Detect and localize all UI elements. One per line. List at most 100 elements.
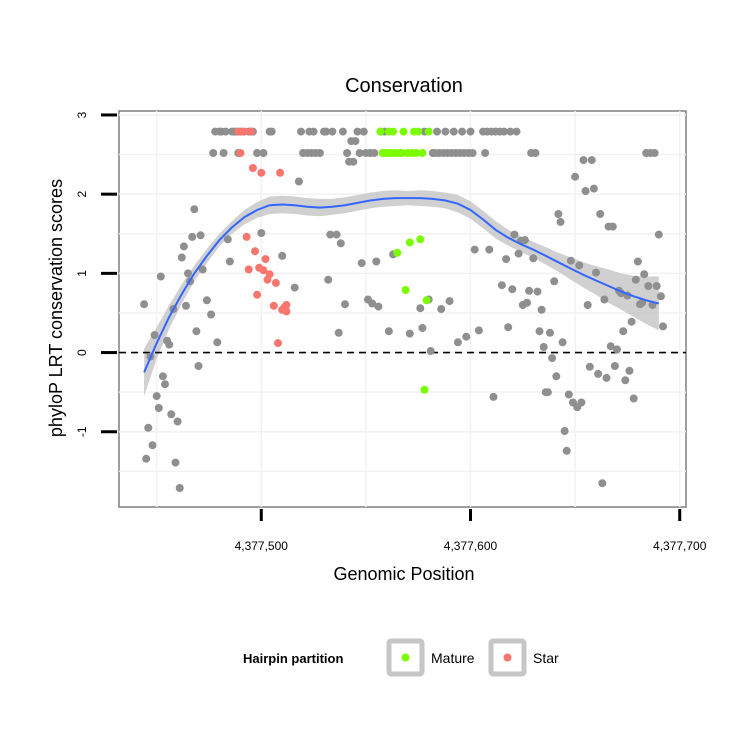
data-point-star (282, 301, 291, 309)
y-tick-label: 2 (75, 191, 89, 198)
data-point-other (165, 340, 174, 349)
data-point-other (324, 275, 333, 284)
data-point-other (640, 270, 649, 279)
data-point-other (349, 157, 358, 166)
data-point-star (236, 149, 245, 157)
data-point-other (190, 205, 199, 214)
data-point-star (274, 339, 282, 348)
legend-entry-star: Star (488, 638, 559, 677)
data-point-other (336, 239, 345, 248)
y-tick-label: 1 (75, 270, 89, 277)
data-point-other (188, 232, 197, 241)
data-point-other (259, 149, 268, 157)
data-point-other (654, 230, 663, 239)
data-point-other (194, 362, 203, 370)
data-point-other (539, 343, 548, 351)
data-point-other (514, 249, 523, 258)
data-point-other (148, 441, 157, 450)
data-point-other (426, 347, 435, 355)
data-point-other (221, 127, 230, 136)
data-point-other (357, 259, 366, 268)
data-point-other (257, 229, 266, 237)
data-point-other (481, 149, 490, 157)
data-point-other (213, 338, 222, 347)
data-point-other (550, 277, 559, 286)
data-point-other (370, 149, 379, 157)
data-point-other (500, 127, 508, 136)
smooth-trend-line (143, 197, 660, 373)
smooth-trend-layer (143, 197, 660, 373)
x-axis: 4,377,500 4,377,600 4,377,700 (235, 509, 707, 553)
data-point-other (150, 331, 159, 340)
data-point-other (474, 326, 483, 335)
data-point-other (405, 329, 414, 338)
data-point-other (158, 372, 167, 381)
data-point-other (142, 454, 151, 463)
data-point-other (177, 253, 186, 262)
data-point-other (546, 328, 554, 337)
data-point-other (294, 177, 303, 186)
data-point-other (173, 417, 182, 426)
data-point-other (278, 251, 287, 260)
data-point-other (579, 156, 588, 165)
data-point-other (619, 327, 628, 336)
data-point-other (562, 446, 571, 455)
data-point-other (219, 149, 228, 157)
data-point-other (598, 479, 607, 488)
data-point-other (585, 362, 594, 371)
data-point-other (343, 149, 352, 157)
y-axis: -1 0 1 2 3 (75, 111, 117, 437)
data-point-other (328, 127, 337, 136)
data-point-other (552, 372, 561, 381)
data-point-mature (401, 286, 410, 294)
data-point-other (202, 296, 211, 305)
legend-key-star-dot (503, 653, 512, 662)
data-point-other (437, 305, 446, 313)
data-point-star (248, 164, 257, 172)
data-point-star (269, 301, 278, 310)
data-point-other (184, 269, 192, 278)
data-point-other (627, 317, 636, 326)
data-point-mature (397, 149, 406, 157)
data-point-other (338, 127, 347, 136)
data-point-other (458, 127, 467, 136)
data-point-other (372, 257, 381, 266)
legend-label-star: Star (533, 650, 559, 666)
data-point-other (332, 230, 341, 239)
data-point-other (167, 410, 176, 419)
data-point-other (179, 242, 188, 251)
data-point-other (297, 127, 305, 136)
data-point-other (416, 304, 425, 313)
data-point-other (326, 230, 335, 239)
data-point-other (502, 255, 511, 264)
data-point-other (650, 149, 659, 157)
data-point-other (418, 324, 427, 332)
data-point-other (596, 210, 605, 218)
data-point-other (520, 236, 529, 245)
data-point-other (290, 283, 299, 292)
data-point-other (523, 298, 531, 307)
data-point-other (441, 127, 450, 136)
data-point-other (652, 282, 661, 290)
data-point-star (261, 255, 270, 264)
data-point-other (341, 300, 349, 309)
data-point-other (470, 245, 479, 254)
x-tick-label: 4,377,500 (235, 539, 289, 553)
data-point-other (253, 149, 262, 157)
data-point-other (531, 149, 540, 157)
data-point-other (625, 366, 634, 375)
data-point-other (610, 362, 619, 370)
data-point-other (638, 298, 647, 307)
data-point-other (433, 127, 441, 136)
data-point-other (594, 369, 603, 378)
data-point-other (556, 217, 565, 226)
data-point-other (445, 297, 454, 306)
data-point-other (485, 245, 494, 254)
data-point-mature (412, 149, 421, 157)
data-point-star (240, 127, 249, 136)
data-point-mature (422, 296, 431, 305)
data-point-other (156, 272, 165, 281)
data-point-star (257, 168, 266, 177)
data-point-other (196, 231, 205, 240)
